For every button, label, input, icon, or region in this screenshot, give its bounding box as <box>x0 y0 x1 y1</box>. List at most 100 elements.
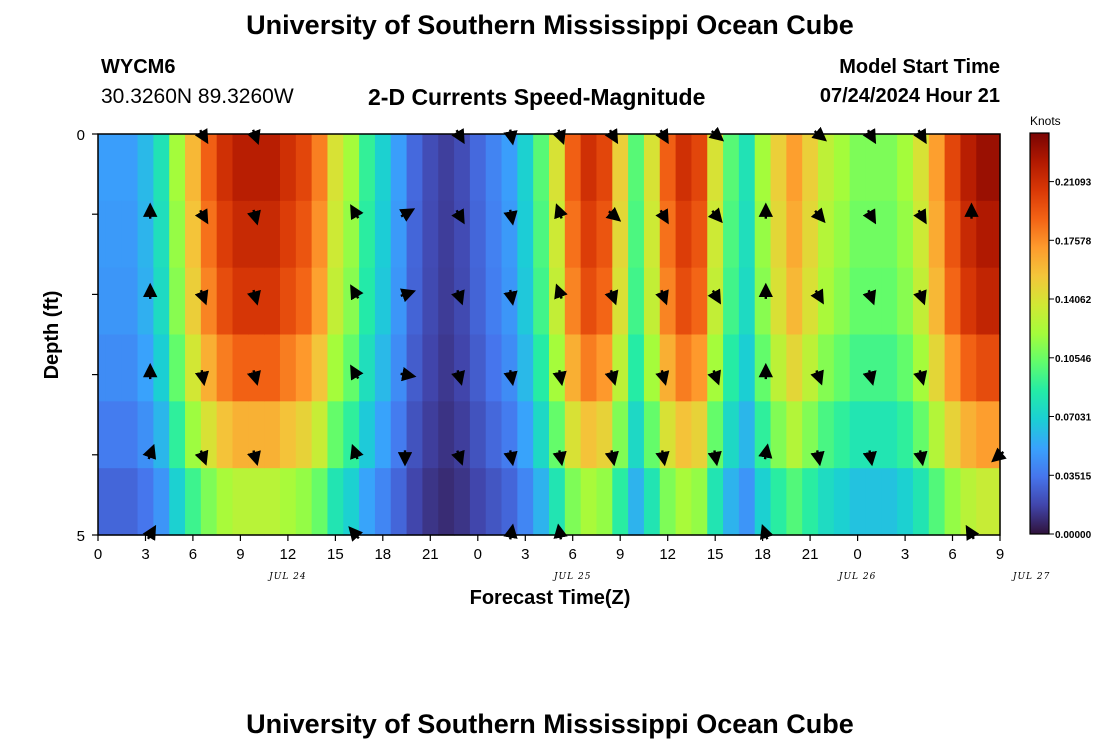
heatmap-cell <box>659 468 677 536</box>
heatmap-cell <box>675 334 693 402</box>
heatmap-cell <box>185 334 202 402</box>
current-arrow <box>451 449 465 466</box>
current-arrow <box>604 450 619 467</box>
heatmap-cell <box>833 134 851 202</box>
heatmap-cell <box>248 334 265 402</box>
heatmap-cell <box>960 134 977 202</box>
heatmap-cell <box>770 334 787 402</box>
current-arrow <box>552 450 567 467</box>
current-arrow <box>810 450 825 467</box>
heatmap-cell <box>295 468 313 536</box>
colorbar-tick-label: 0.17578 <box>1055 236 1092 247</box>
heatmap-cell <box>992 267 1001 336</box>
heatmap-cell <box>200 334 218 402</box>
heatmap-cell <box>944 267 962 336</box>
heatmap-cell <box>248 468 265 536</box>
heatmap-cell <box>897 334 914 402</box>
heatmap-cell <box>833 334 851 402</box>
heatmap-cell <box>517 401 534 469</box>
heatmap-cell <box>517 134 534 202</box>
x-tick-label: 3 <box>141 546 149 563</box>
current-arrow <box>503 209 518 226</box>
heatmap-cell <box>849 267 867 336</box>
heatmap-cell <box>121 401 139 469</box>
x-tick-label: 18 <box>374 546 391 563</box>
heatmap-cell <box>153 200 170 269</box>
heatmap-cell <box>200 200 218 269</box>
heatmap-cell <box>121 134 139 202</box>
heatmap-cell <box>232 134 249 202</box>
current-arrow <box>194 369 210 387</box>
heatmap-cell <box>279 267 297 336</box>
heatmap-cell <box>754 401 772 469</box>
heatmap-cell <box>169 468 186 536</box>
current-arrow <box>707 450 722 467</box>
heatmap-cell <box>422 468 439 536</box>
heatmap-cell <box>628 468 645 536</box>
current-arrow <box>552 369 567 387</box>
current-arrow <box>451 208 465 225</box>
current-arrow <box>194 449 209 466</box>
heatmap-cell <box>675 134 693 202</box>
heatmap-cell <box>327 267 344 336</box>
heatmap-cell <box>343 334 360 402</box>
heatmap-cell <box>976 468 993 536</box>
heatmap-cell <box>596 401 613 469</box>
heatmap-cell <box>485 267 503 336</box>
heatmap-cell <box>248 134 265 202</box>
heatmap-cell <box>612 134 629 202</box>
heatmap-cell <box>881 134 898 202</box>
current-arrow <box>604 289 619 306</box>
heatmap-cell <box>723 468 740 536</box>
current-arrow <box>707 207 723 224</box>
heatmap-cell <box>359 267 376 336</box>
heatmap-cell <box>327 401 344 469</box>
heatmap-cell <box>406 401 423 469</box>
current-arrow <box>707 288 721 305</box>
heatmap-cell <box>992 134 1001 202</box>
heatmap-cell <box>912 200 930 269</box>
heatmap-cell <box>374 401 392 469</box>
heatmap-cell <box>406 134 423 202</box>
x-tick-label: 6 <box>189 546 197 563</box>
x-tick-label: 3 <box>521 546 529 563</box>
heatmap-cell <box>137 334 154 402</box>
heatmap-cell <box>754 468 772 536</box>
current-arrow <box>194 208 209 225</box>
heatmap-cell <box>881 401 898 469</box>
heatmap-cell <box>501 468 518 536</box>
heatmap-cell <box>912 334 930 402</box>
x-tick-label: 21 <box>422 546 439 563</box>
heatmap-cell <box>390 200 408 269</box>
heatmap-cell <box>264 401 281 469</box>
current-arrow <box>913 450 928 467</box>
heatmap-cell <box>738 200 756 269</box>
heatmap-cell <box>98 134 107 202</box>
heatmap-cell <box>928 334 946 402</box>
current-arrow <box>913 289 927 306</box>
x-axis-title: Forecast Time(Z) <box>470 587 631 609</box>
heatmap-cell <box>485 200 503 269</box>
heatmap-cell <box>137 134 154 202</box>
x-tick-label: 15 <box>707 546 724 563</box>
current-arrow <box>862 208 877 225</box>
heatmap-cell <box>121 468 139 536</box>
heatmap-cell <box>612 200 629 269</box>
plot-frame <box>97 133 1001 536</box>
heatmap-cell <box>580 200 598 269</box>
x-tick-label: 0 <box>474 546 482 563</box>
current-arrow <box>758 443 773 460</box>
x-axis: 0 3 6 9 12 15 18 21 0 3 6 9 12 15 18 21 0 3 6 9 JUL 24 JUL 25… <box>94 535 1049 582</box>
heatmap-cell <box>596 134 613 202</box>
heatmap-cell <box>770 200 787 269</box>
heatmap-cell <box>279 401 297 469</box>
chart-title: 2-D Currents Speed-Magnitude <box>368 84 706 110</box>
heatmap-cell <box>707 200 724 269</box>
current-arrow <box>707 369 721 386</box>
heatmap-cell <box>137 468 154 536</box>
heatmap-cell <box>628 200 645 269</box>
heatmap-cell <box>517 200 534 269</box>
heatmap-cell <box>707 468 724 536</box>
x-tick-label: 3 <box>901 546 909 563</box>
heatmap-cell <box>707 134 724 202</box>
